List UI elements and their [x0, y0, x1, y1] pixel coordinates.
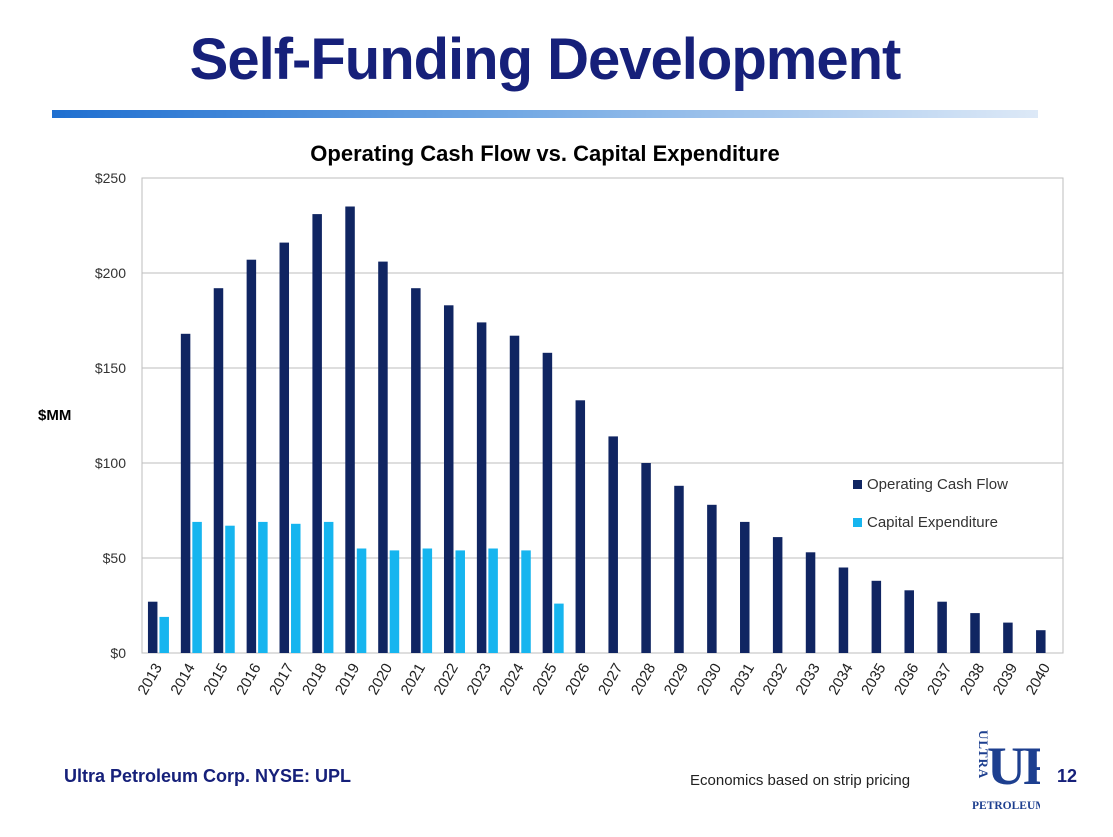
- bar-operating-cash-flow: [772, 537, 783, 653]
- legend-label: Operating Cash Flow: [867, 476, 1008, 493]
- x-tick-label: 2027: [595, 661, 626, 698]
- logo-petroleum: PETROLEUM: [972, 800, 1040, 812]
- bar-capital-expenditure: [554, 603, 564, 653]
- bar-capital-expenditure: [488, 548, 498, 653]
- title-underline: [52, 110, 1038, 118]
- x-tick-label: 2024: [496, 661, 527, 698]
- bar-operating-cash-flow: [312, 214, 322, 653]
- bar-operating-cash-flow: [707, 504, 717, 653]
- x-tick-label: 2031: [727, 661, 758, 698]
- footer-company: Ultra Petroleum Corp. NYSE: UPL: [64, 766, 352, 786]
- bar-operating-cash-flow: [443, 305, 454, 653]
- bar-operating-cash-flow: [937, 601, 947, 653]
- x-tick-label: 2039: [990, 660, 1021, 697]
- x-tick-label: 2036: [891, 661, 922, 698]
- page-number: 12: [1057, 766, 1078, 786]
- bar-capital-expenditure: [455, 550, 465, 653]
- x-tick-label: 2013: [135, 661, 166, 698]
- bar-operating-cash-flow: [1003, 622, 1013, 653]
- x-tick-label: 2035: [858, 661, 889, 698]
- bar-operating-cash-flow: [476, 322, 487, 653]
- x-tick-label: 2030: [694, 661, 725, 698]
- x-tick-label: 2016: [233, 661, 264, 698]
- x-tick-label: 2026: [562, 661, 593, 698]
- bar-capital-expenditure: [258, 521, 268, 653]
- bar-capital-expenditure: [323, 521, 334, 653]
- bar-capital-expenditure: [192, 521, 202, 653]
- bar-operating-cash-flow: [147, 601, 158, 653]
- bar-operating-cash-flow: [608, 436, 618, 653]
- bar-operating-cash-flow: [641, 463, 651, 653]
- bar-operating-cash-flow: [805, 552, 816, 653]
- x-tick-label: 2023: [463, 661, 494, 698]
- bar-operating-cash-flow: [279, 242, 290, 653]
- x-tick-label: 2015: [200, 661, 231, 698]
- bar-operating-cash-flow: [378, 261, 388, 653]
- x-tick-label: 2021: [398, 661, 429, 698]
- plot-frame: [141, 177, 1064, 654]
- y-tick-label: $150: [95, 360, 126, 376]
- x-tick-label: 2033: [792, 661, 823, 698]
- y-axis-label: $MM: [38, 407, 71, 424]
- logo-up: UP: [987, 736, 1040, 796]
- bar-operating-cash-flow: [246, 259, 257, 653]
- bar-operating-cash-flow: [740, 521, 750, 653]
- ultra-petroleum-logo: ULTRA UP PETROLEUM: [970, 722, 1040, 812]
- slide-title: Self-Funding Development: [189, 27, 902, 92]
- bar-operating-cash-flow: [213, 288, 224, 653]
- x-tick-label: 2038: [957, 661, 988, 698]
- x-tick-label: 2022: [431, 661, 462, 698]
- x-tick-label: 2017: [266, 661, 297, 698]
- bar-capital-expenditure: [389, 550, 400, 653]
- x-tick-label: 2032: [759, 661, 790, 698]
- bar-operating-cash-flow: [542, 352, 553, 653]
- y-tick-label: $0: [110, 645, 126, 661]
- y-tick-label: $100: [95, 455, 126, 471]
- bar-capital-expenditure: [356, 548, 367, 653]
- bar-operating-cash-flow: [871, 580, 882, 653]
- bar-capital-expenditure: [291, 523, 301, 653]
- bar-operating-cash-flow: [575, 400, 586, 653]
- footer-note: Economics based on strip pricing: [690, 772, 911, 789]
- x-tick-label: 2020: [365, 661, 396, 698]
- x-tick-label: 2014: [167, 661, 198, 698]
- bar-operating-cash-flow: [180, 333, 191, 653]
- legend-swatch: [853, 480, 862, 489]
- legend-label: Capital Expenditure: [867, 514, 998, 531]
- bar-capital-expenditure: [521, 550, 531, 653]
- x-tick-label: 2028: [628, 661, 659, 698]
- bar-operating-cash-flow: [411, 288, 421, 653]
- chart-title: Operating Cash Flow vs. Capital Expendit…: [310, 141, 779, 166]
- x-tick-label: 2019: [332, 661, 363, 698]
- y-tick-label: $250: [95, 170, 126, 186]
- bar-operating-cash-flow: [674, 485, 684, 653]
- x-tick-label: 2040: [1023, 661, 1054, 698]
- bar-operating-cash-flow: [1036, 630, 1046, 653]
- bar-operating-cash-flow: [838, 567, 849, 653]
- x-tick-label: 2029: [661, 661, 692, 698]
- y-tick-label: $50: [103, 550, 127, 566]
- x-tick-label: 2034: [825, 661, 856, 698]
- bar-capital-expenditure: [159, 616, 169, 653]
- bar-capital-expenditure: [225, 525, 235, 653]
- bar-operating-cash-flow: [345, 206, 355, 653]
- bar-operating-cash-flow: [970, 613, 980, 653]
- legend-swatch: [853, 518, 862, 527]
- x-tick-label: 2037: [924, 661, 955, 698]
- y-tick-label: $200: [95, 265, 126, 281]
- bar-operating-cash-flow: [904, 590, 914, 653]
- bar-operating-cash-flow: [509, 335, 520, 653]
- bar-capital-expenditure: [422, 548, 433, 653]
- logo-vertical-text: ULTRA: [976, 730, 991, 779]
- x-tick-label: 2018: [299, 661, 330, 698]
- x-tick-label: 2025: [529, 661, 560, 698]
